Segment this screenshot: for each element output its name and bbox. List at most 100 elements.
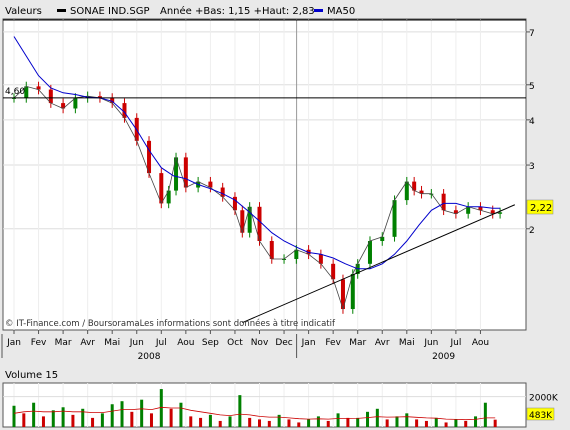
last-volume-badge — [526, 407, 555, 421]
month-label: Oct — [227, 338, 243, 348]
volume-bar — [140, 399, 144, 427]
volume-average-path — [13, 406, 496, 421]
last-volume-label: 483K — [529, 411, 553, 421]
header-year-range: Année +Bas: 1,15 +Haut: 2,83 — [160, 5, 315, 17]
volume-bar — [61, 407, 65, 427]
month-label: Aou — [177, 338, 194, 348]
year-label: 2008 — [138, 352, 161, 362]
volume-bar — [346, 417, 350, 427]
volume-bar — [120, 401, 124, 427]
volume-bar — [32, 402, 36, 427]
price-candle — [73, 97, 78, 109]
volume-bars — [12, 389, 497, 427]
price-tick-label: 5 — [529, 82, 535, 92]
volume-bar — [22, 413, 26, 427]
price-candle — [294, 249, 299, 259]
price-candle — [240, 210, 245, 233]
price-candle — [367, 241, 372, 264]
price-close-line — [13, 85, 501, 311]
main-gridlines — [3, 19, 526, 330]
volume-bar — [454, 419, 458, 427]
price-tick-label: 7 — [529, 29, 535, 39]
volume-bar — [238, 395, 242, 427]
price-candle — [441, 193, 446, 211]
month-label: Jan — [6, 338, 21, 348]
price-candle — [147, 140, 152, 174]
price-candle — [392, 200, 397, 237]
volume-bar — [356, 417, 360, 427]
volume-bar — [12, 405, 16, 427]
volume-bar — [307, 419, 311, 427]
volume-bar — [100, 413, 104, 427]
volume-bar — [130, 411, 134, 427]
volume-bar — [483, 402, 487, 427]
volume-bar — [326, 420, 330, 427]
price-candle — [159, 173, 164, 204]
volume-plot-area — [2, 382, 527, 428]
volume-bar — [444, 422, 448, 427]
credit-text: © IT-Finance.com / BoursoramaLes informa… — [5, 318, 336, 329]
last-price-label: 2,22 — [530, 203, 552, 214]
price-candle — [340, 279, 345, 310]
month-label: Jul — [155, 338, 167, 348]
month-label: Jul — [449, 338, 461, 348]
price-candle — [183, 157, 188, 188]
month-label: Jun — [423, 338, 438, 348]
header-label: Valeurs — [5, 6, 42, 17]
price-candle — [466, 206, 471, 214]
ma50-swatch — [314, 9, 323, 12]
month-label: Mar — [349, 338, 366, 348]
price-candle — [48, 89, 53, 104]
price-candles — [12, 81, 503, 314]
volume-bar — [424, 420, 428, 427]
volume-bar — [71, 414, 75, 427]
year-label: 2009 — [432, 352, 455, 362]
header-ticker: SONAE IND.SGP — [70, 6, 149, 17]
price-tick-label: 2 — [529, 226, 535, 236]
price-candle — [97, 96, 102, 98]
volume-bar — [110, 404, 114, 427]
price-candle — [380, 236, 385, 242]
price-candle — [36, 86, 41, 90]
month-x-axis: Jan Fev Mar Avr Mai Jun Jul Aou Sep Oct Nov Dec Jan F… — [1, 330, 489, 362]
price-candle — [208, 181, 213, 188]
volume-bar — [149, 413, 153, 427]
volume-bar — [199, 417, 203, 427]
volume-bar — [434, 417, 438, 427]
price-candle — [257, 206, 262, 242]
price-candle — [61, 103, 66, 109]
month-label: Sep — [202, 338, 219, 348]
volume-bar — [218, 420, 222, 427]
volume-bar — [159, 389, 163, 427]
volume-bar — [405, 413, 409, 427]
volume-bar — [169, 408, 173, 427]
volume-bar — [493, 419, 497, 427]
volume-bar — [228, 416, 232, 427]
price-tick-label: 3 — [529, 162, 535, 172]
price-tick-label: 4 — [529, 117, 535, 127]
price-candle — [174, 157, 179, 191]
volume-bar — [248, 417, 252, 427]
volume-bar — [415, 419, 419, 427]
month-label: Mar — [55, 338, 72, 348]
support-trendline — [242, 204, 516, 324]
month-label: Avr — [80, 338, 95, 348]
price-candle — [282, 258, 287, 260]
month-label: Mai — [399, 338, 415, 348]
volume-bar — [385, 419, 389, 427]
price-candle — [232, 196, 237, 211]
month-label: Aou — [472, 338, 489, 348]
volume-bar — [375, 408, 379, 427]
price-candle — [453, 210, 458, 214]
month-label: Mai — [104, 338, 120, 348]
volume-bar — [277, 414, 281, 427]
price-candle — [269, 241, 274, 259]
price-candle — [412, 181, 417, 191]
volume-bar — [51, 410, 55, 427]
volume-title: Volume 15 — [5, 370, 58, 381]
volume-bar — [179, 402, 183, 427]
volume-bar — [366, 411, 370, 427]
volume-bar — [316, 416, 320, 427]
